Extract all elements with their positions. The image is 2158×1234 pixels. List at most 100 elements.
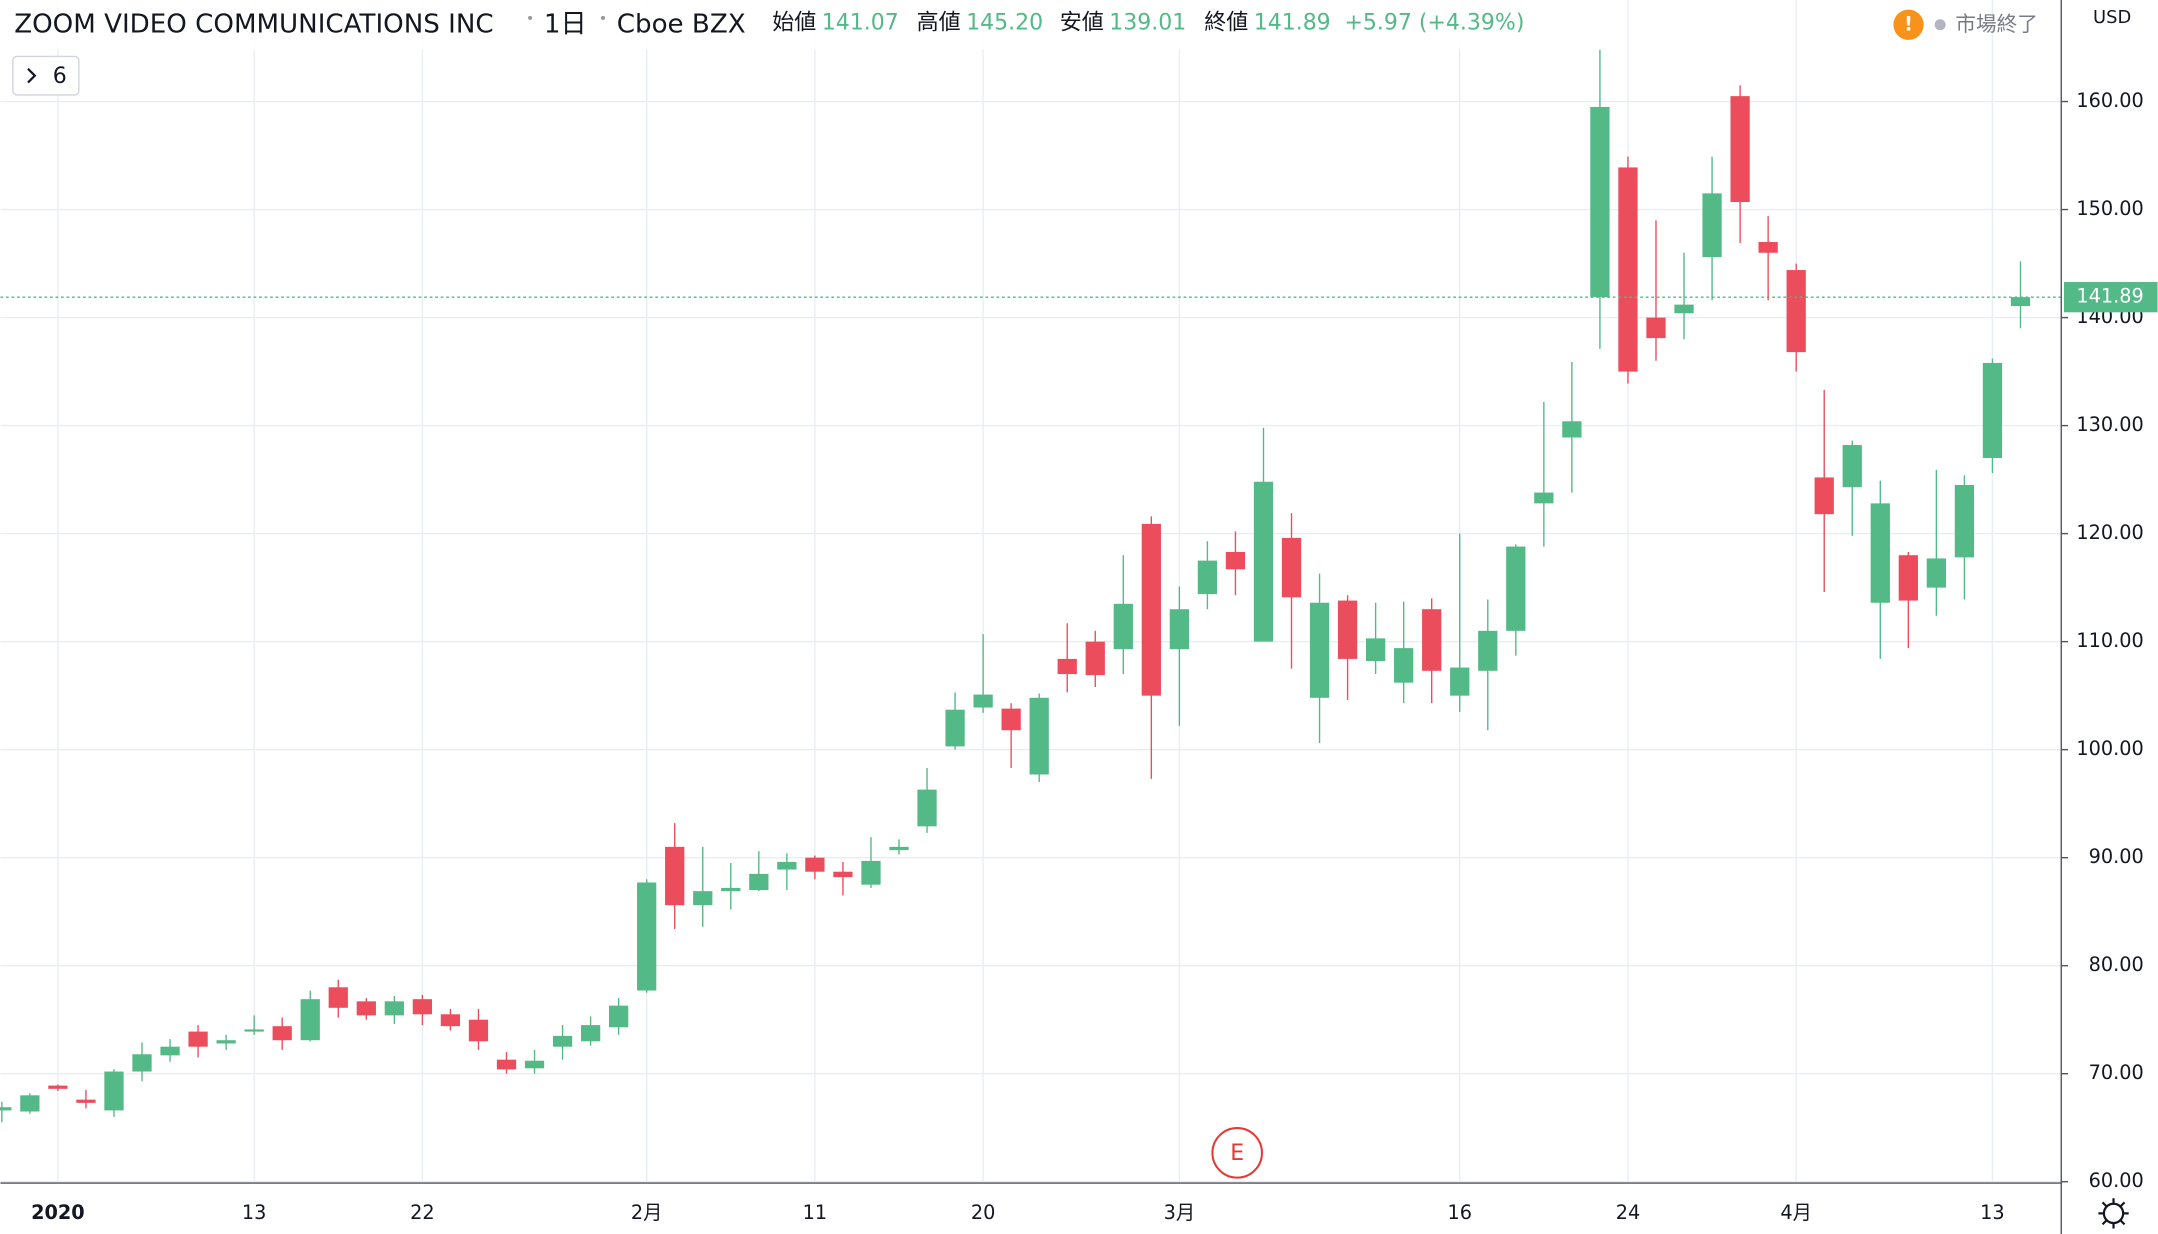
x-tick-label: 2020 [31, 1201, 85, 1224]
candle-body [1702, 193, 1722, 258]
dot [528, 15, 533, 20]
exchange: Cboe BZX [617, 9, 746, 39]
candle-body [1534, 492, 1554, 504]
candle-body [1646, 317, 1666, 339]
x-tick-label: 11 [803, 1201, 828, 1224]
candle-body [861, 860, 881, 885]
candle-body [693, 891, 713, 906]
high-value: 145.20 [966, 10, 1043, 35]
high-label: 高値 [917, 10, 961, 35]
candle-body [524, 1060, 545, 1069]
candle-body [160, 1046, 180, 1056]
candle-body [637, 882, 657, 991]
candle-body [244, 1029, 264, 1032]
candle-body [973, 694, 993, 708]
open-label: 始値 [772, 10, 816, 35]
y-tick-label: 150.00 [2076, 197, 2143, 220]
candle-body [1169, 609, 1190, 650]
candle-body [132, 1054, 152, 1072]
candle-body [384, 1001, 404, 1016]
candle-body [0, 1107, 12, 1111]
x-tick-label: 13 [1980, 1201, 2005, 1224]
candle-body [300, 999, 320, 1041]
symbol: ZOOM VIDEO COMMUNICATIONS INC [14, 9, 493, 39]
y-tick-label: 120.00 [2076, 521, 2143, 544]
header: ZOOM VIDEO COMMUNICATIONS INC 1日 Cboe BZ… [0, 0, 1528, 50]
low-label: 安値 [1060, 10, 1104, 35]
candle-body [48, 1085, 68, 1089]
x-tick-label: 20 [971, 1201, 996, 1224]
chevron [27, 68, 37, 84]
candle-body [1029, 697, 1049, 775]
candle-body [552, 1035, 573, 1047]
candle-body [1562, 421, 1582, 438]
earnings-circle[interactable] [1211, 1127, 1263, 1179]
x-tick-label: 24 [1616, 1201, 1641, 1224]
candle-body [1478, 630, 1498, 671]
candle-body [468, 1019, 489, 1042]
candle-body [1786, 270, 1806, 353]
candle-body [1085, 641, 1105, 676]
candle-body [1758, 241, 1778, 253]
x-tick-label: 3月 [1164, 1201, 1196, 1224]
candle-body [1450, 667, 1470, 696]
candle-body [188, 1031, 208, 1047]
candle-body [833, 871, 853, 878]
change: +5.97 (+4.39%) [1345, 10, 1525, 35]
axes: 60.00 70.00 80.00 90.00 100.00 110.00 120.00 13… [31, 89, 2158, 1224]
candle-body [496, 1059, 517, 1070]
last-price-label: 141.89 [2076, 285, 2143, 308]
candle-body [1506, 546, 1526, 631]
candle-body [20, 1095, 40, 1112]
x-tick-label: 4月 [1780, 1201, 1811, 1224]
dot [600, 15, 606, 20]
toggle-button[interactable] [12, 55, 80, 96]
candle-body [1618, 167, 1638, 372]
y-tick-label: 90.00 [2089, 845, 2144, 868]
last-price-tag [2063, 282, 2158, 313]
y-tick-label: 100.00 [2076, 737, 2143, 760]
candle-body [1674, 304, 1694, 314]
candle-body [609, 1005, 629, 1028]
candle-body [1730, 96, 1750, 202]
currency: USD [2093, 7, 2131, 28]
candle-body [721, 887, 741, 892]
candle-body [777, 861, 797, 870]
header-bg [0, 0, 1528, 50]
candle-body [1113, 603, 1133, 650]
warning-icon[interactable] [1893, 9, 1924, 40]
candle-body [1898, 555, 1918, 601]
status-dot [1934, 19, 1946, 31]
candle-body [1982, 362, 2003, 458]
indicator-toggle[interactable]: 6 [12, 55, 80, 96]
candle-body [76, 1099, 96, 1103]
candle-body [889, 846, 909, 851]
candle-body [1394, 648, 1414, 683]
settings[interactable] [2098, 1198, 2129, 1229]
candle-body [1057, 658, 1077, 675]
close-value: 141.89 [1254, 10, 1331, 35]
candle-body [805, 857, 825, 872]
candle-body [1870, 503, 1890, 603]
candle-body [1253, 481, 1274, 642]
candle-body [104, 1071, 124, 1111]
candle-body [1001, 708, 1021, 731]
low-value: 139.01 [1109, 10, 1186, 35]
warning-mark: ! [1904, 12, 1913, 35]
candle-body [1926, 558, 1946, 588]
candle-body [412, 999, 433, 1015]
candle-body [216, 1040, 236, 1044]
earnings-marker[interactable]: E [1211, 1127, 1263, 1179]
candle-body [1590, 106, 1610, 298]
market-status: 市場終了 [1955, 12, 2038, 36]
candle-body [1225, 551, 1246, 570]
plot [0, 49, 2062, 1123]
candle-body [1842, 445, 1862, 488]
candle-body [1309, 602, 1330, 698]
x-tick-label: 13 [242, 1201, 266, 1224]
candle-body [328, 987, 348, 1008]
axis-corner [2062, 1184, 2158, 1234]
candle-body [2010, 297, 2031, 307]
candle-body [749, 873, 769, 891]
